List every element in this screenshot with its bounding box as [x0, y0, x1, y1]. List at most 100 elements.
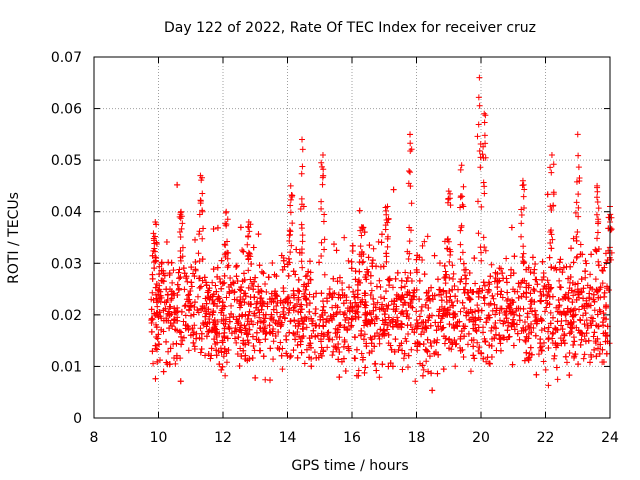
data-point — [207, 355, 214, 362]
data-point — [248, 260, 255, 267]
data-point — [330, 311, 337, 318]
data-point — [291, 294, 298, 301]
data-point — [181, 270, 188, 277]
data-point — [279, 345, 286, 352]
data-point — [152, 284, 159, 291]
data-point — [570, 341, 577, 348]
data-point — [406, 238, 413, 245]
data-point — [548, 151, 555, 158]
data-point — [407, 147, 414, 154]
data-point — [594, 229, 601, 236]
data-point — [605, 287, 612, 294]
data-point — [190, 311, 197, 318]
data-point — [372, 304, 379, 311]
data-point — [280, 285, 287, 292]
data-point — [296, 333, 303, 340]
data-point — [480, 329, 487, 336]
data-point — [550, 329, 557, 336]
data-point — [403, 278, 410, 285]
data-point — [595, 258, 602, 265]
data-point — [454, 298, 461, 305]
data-point — [381, 311, 388, 318]
data-point — [225, 347, 232, 354]
data-point — [302, 314, 309, 321]
data-point — [544, 191, 551, 198]
data-point — [398, 284, 405, 291]
data-point — [376, 335, 383, 342]
data-point — [380, 263, 387, 270]
data-point — [492, 331, 499, 338]
data-point — [401, 283, 408, 290]
data-point — [174, 181, 181, 188]
data-point — [583, 301, 590, 308]
data-point — [406, 250, 413, 257]
data-point — [405, 352, 412, 359]
data-point — [551, 352, 558, 359]
data-point — [320, 166, 327, 173]
data-point — [404, 322, 411, 329]
data-point — [336, 322, 343, 329]
data-point — [547, 164, 554, 171]
data-point — [528, 351, 535, 358]
data-point — [405, 255, 412, 262]
data-point — [394, 314, 401, 321]
data-point — [148, 328, 155, 335]
data-point — [154, 295, 161, 302]
data-point — [459, 299, 466, 306]
data-point — [335, 341, 342, 348]
data-point — [537, 288, 544, 295]
data-point — [354, 281, 361, 288]
data-point — [560, 264, 567, 271]
data-point — [401, 350, 408, 357]
data-point — [604, 332, 611, 339]
data-point — [166, 270, 173, 277]
data-point — [257, 295, 264, 302]
data-point — [383, 253, 390, 260]
data-point — [371, 333, 378, 340]
data-point — [603, 316, 610, 323]
data-point — [485, 301, 492, 308]
data-point — [443, 293, 450, 300]
data-point — [197, 197, 204, 204]
data-point — [513, 308, 520, 315]
data-point — [476, 102, 483, 109]
data-point — [457, 278, 464, 285]
data-point — [294, 342, 301, 349]
data-point — [270, 316, 277, 323]
data-point — [582, 310, 589, 317]
data-point — [407, 183, 414, 190]
data-point — [234, 278, 241, 285]
data-point — [318, 253, 325, 260]
data-point — [190, 270, 197, 277]
data-point — [503, 275, 510, 282]
data-point — [355, 277, 362, 284]
data-point — [496, 332, 503, 339]
data-point — [208, 345, 215, 352]
data-point — [166, 303, 173, 310]
data-point — [387, 319, 394, 326]
data-point — [318, 352, 325, 359]
data-point — [315, 354, 322, 361]
data-point — [542, 366, 549, 373]
data-point — [545, 382, 552, 389]
data-point — [602, 304, 609, 311]
data-point — [474, 133, 481, 140]
data-point — [602, 338, 609, 345]
data-point — [210, 300, 217, 307]
data-point — [319, 151, 326, 158]
data-point — [578, 330, 585, 337]
data-point — [272, 288, 279, 295]
data-point — [331, 241, 338, 248]
data-point — [445, 188, 452, 195]
data-point — [555, 297, 562, 304]
data-point — [520, 193, 527, 200]
data-point — [518, 233, 525, 240]
data-point — [579, 303, 586, 310]
data-point — [505, 303, 512, 310]
data-point — [520, 258, 527, 265]
data-point — [429, 312, 436, 319]
data-point — [318, 159, 325, 166]
data-point — [237, 298, 244, 305]
data-point — [199, 277, 206, 284]
data-point — [246, 250, 253, 257]
